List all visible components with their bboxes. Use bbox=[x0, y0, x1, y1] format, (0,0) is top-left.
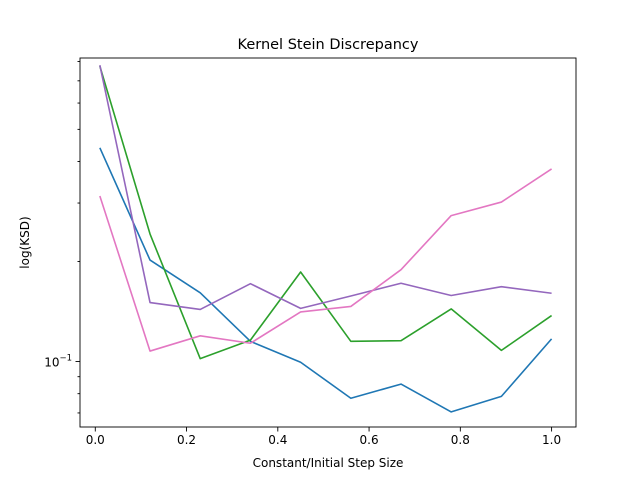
x-tick-label: 0.8 bbox=[451, 433, 470, 447]
y-axis-label: log(KSD) bbox=[18, 216, 32, 268]
x-tick-label: 0.4 bbox=[268, 433, 287, 447]
y-tick-label: 10−1 bbox=[44, 353, 72, 369]
x-tick-label: 0.2 bbox=[177, 433, 196, 447]
y-axis-ticks: 10−1 bbox=[44, 61, 80, 414]
series-line-2 bbox=[99, 65, 553, 360]
x-axis-label: Constant/Initial Step Size bbox=[253, 456, 404, 470]
x-tick-label: 1.0 bbox=[542, 433, 561, 447]
x-tick-label: 0.0 bbox=[86, 433, 105, 447]
series-line-1 bbox=[99, 147, 553, 413]
series-line-4 bbox=[99, 168, 553, 352]
chart-title: Kernel Stein Discrepancy bbox=[238, 37, 419, 53]
series-layer bbox=[99, 65, 553, 413]
axes-frame bbox=[79, 57, 577, 428]
x-axis-ticks: 0.0 0.2 0.4 0.6 0.8 1.0 bbox=[86, 427, 561, 447]
series-line-3 bbox=[99, 65, 552, 311]
x-tick-label: 0.6 bbox=[360, 433, 379, 447]
